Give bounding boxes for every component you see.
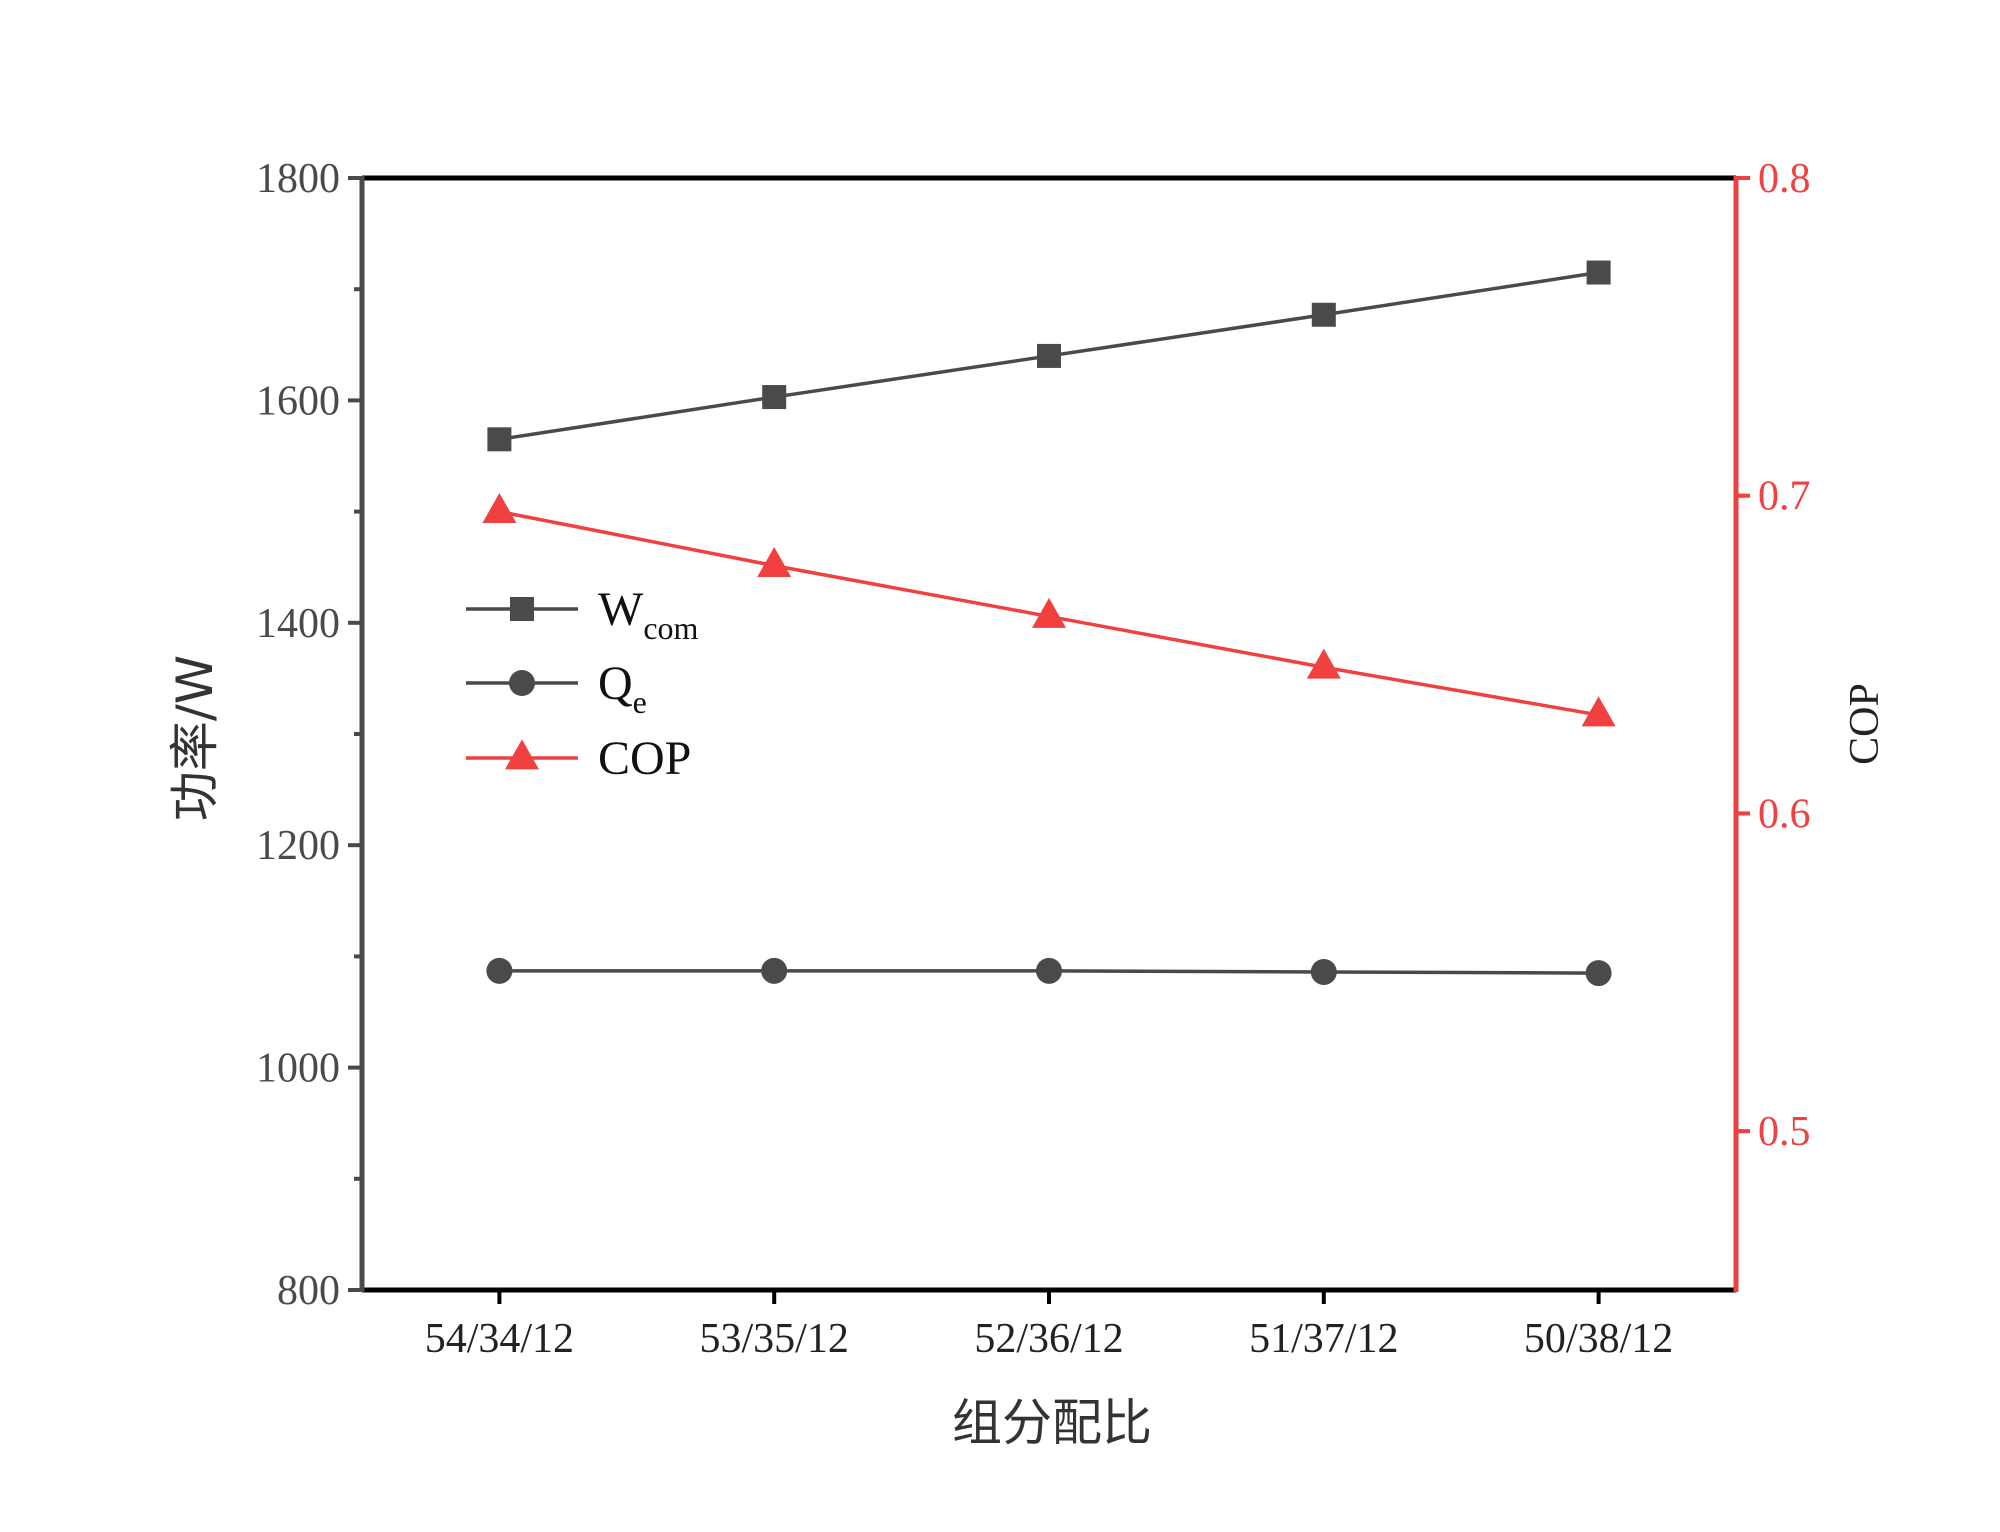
right-tick-label: 0.7 bbox=[1758, 474, 1811, 520]
right-y-axis: 0.5 0.6 0.7 0.8 bbox=[1733, 156, 1811, 1292]
legend-label-subscript: com bbox=[643, 610, 698, 646]
data-point bbox=[1581, 696, 1616, 727]
legend-item: Wcom bbox=[466, 583, 699, 646]
legend-marker bbox=[509, 670, 535, 696]
data-point bbox=[1037, 343, 1061, 368]
legend-marker bbox=[510, 597, 534, 621]
legend-item: Qe bbox=[466, 657, 647, 720]
left-tick-label: 1000 bbox=[256, 1046, 340, 1092]
data-point bbox=[761, 957, 788, 984]
legend: Wcom Qe COP bbox=[466, 583, 699, 785]
series-1 bbox=[486, 957, 1612, 987]
data-point bbox=[1585, 960, 1612, 987]
data-point bbox=[757, 547, 792, 578]
x-tick-label: 53/35/12 bbox=[700, 1316, 849, 1362]
x-axis: 54/34/12 53/35/12 52/36/12 51/37/12 50/38/12 bbox=[425, 1290, 1673, 1362]
legend-label-subscript: e bbox=[633, 684, 647, 720]
data-point bbox=[486, 957, 513, 984]
data-point bbox=[1032, 597, 1066, 628]
data-point bbox=[1310, 958, 1337, 985]
legend-label: Wcom bbox=[598, 583, 699, 646]
right-y-axis-title: COP bbox=[1842, 683, 1888, 765]
data-point bbox=[1306, 648, 1341, 679]
left-tick-label: 1400 bbox=[256, 601, 340, 647]
right-tick-label: 0.6 bbox=[1758, 791, 1811, 837]
series-2 bbox=[482, 493, 1616, 727]
series-0 bbox=[487, 260, 1611, 452]
left-tick-label: 1200 bbox=[256, 823, 340, 869]
data-point bbox=[762, 385, 787, 410]
data-point bbox=[487, 427, 512, 452]
left-tick-label: 1600 bbox=[256, 378, 340, 424]
data-point bbox=[482, 493, 517, 523]
x-tick-label: 52/36/12 bbox=[974, 1316, 1123, 1362]
x-tick-label: 54/34/12 bbox=[425, 1316, 574, 1362]
right-tick-label: 0.5 bbox=[1758, 1109, 1811, 1155]
legend-label: COP bbox=[598, 732, 691, 785]
legend-item: COP bbox=[466, 732, 691, 785]
left-y-axis: 800 1000 1200 1400 1600 1800 bbox=[256, 156, 365, 1314]
series-layer bbox=[482, 260, 1616, 987]
left-tick-label: 1800 bbox=[256, 156, 340, 202]
legend-label: Qe bbox=[598, 657, 647, 720]
data-point bbox=[1311, 302, 1336, 327]
right-tick-label: 0.8 bbox=[1758, 156, 1811, 202]
data-point bbox=[1586, 260, 1611, 285]
data-point bbox=[1036, 957, 1062, 984]
x-tick-label: 51/37/12 bbox=[1249, 1316, 1398, 1362]
left-y-axis-title: 功率/W bbox=[166, 655, 224, 821]
x-tick-label: 50/38/12 bbox=[1524, 1316, 1673, 1362]
left-tick-label: 800 bbox=[277, 1268, 340, 1314]
legend-marker bbox=[505, 739, 539, 770]
x-axis-title: 组分配比 bbox=[952, 1394, 1152, 1452]
